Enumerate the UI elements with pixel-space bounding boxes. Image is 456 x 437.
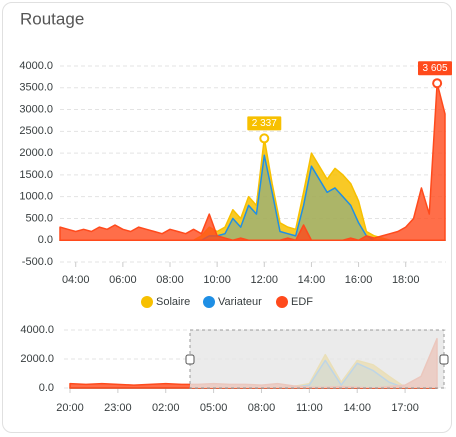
annotation-box xyxy=(247,116,282,131)
brush-handle[interactable] xyxy=(439,354,449,365)
x-tick-label: 14:00 xyxy=(343,402,371,414)
y-tick-label: 1500.0 xyxy=(19,169,53,181)
x-tick-label: 14:00 xyxy=(298,274,326,286)
y-tick-label: 3000.0 xyxy=(19,103,53,115)
y-tick-label: 3500.0 xyxy=(19,82,53,94)
x-tick-label: 08:00 xyxy=(248,402,276,414)
x-tick-label: 20:00 xyxy=(56,402,84,414)
legend-marker[interactable] xyxy=(141,296,153,308)
y-tick-label: 2000.0 xyxy=(20,353,54,365)
x-tick-label: 18:00 xyxy=(392,274,420,286)
annotation-label: 2 337 xyxy=(252,118,277,129)
y-tick-label: 1000.0 xyxy=(19,191,53,203)
annotation-marker xyxy=(259,133,270,144)
annotation-box xyxy=(418,61,452,76)
x-tick-label: 10:00 xyxy=(203,274,231,286)
x-tick-label: 06:00 xyxy=(109,274,137,286)
y-tick-label: 500.0 xyxy=(25,212,53,224)
x-tick-label: 04:00 xyxy=(62,274,90,286)
legend-marker[interactable] xyxy=(203,296,215,308)
x-tick-label: 16:00 xyxy=(345,274,373,286)
y-tick-label: 2000.0 xyxy=(19,147,53,159)
brush-selection[interactable] xyxy=(189,329,445,389)
annotation-marker xyxy=(432,78,443,89)
card-title: Routage xyxy=(20,9,84,28)
legend-label[interactable]: Variateur xyxy=(218,296,262,308)
x-tick-label: 08:00 xyxy=(156,274,184,286)
x-tick-label: 23:00 xyxy=(104,402,132,414)
x-tick-label: 17:00 xyxy=(391,402,419,414)
legend-marker[interactable] xyxy=(276,296,288,308)
x-tick-label: 11:00 xyxy=(296,402,323,414)
x-tick-label: 02:00 xyxy=(152,402,180,414)
y-tick-label: 4000.0 xyxy=(20,324,54,336)
y-tick-label: 2500.0 xyxy=(19,125,53,137)
x-tick-label: 12:00 xyxy=(251,274,279,286)
legend-label[interactable]: Solaire xyxy=(156,296,190,308)
legend-label[interactable]: EDF xyxy=(291,296,313,308)
y-tick-label: -500.0 xyxy=(22,256,53,268)
annotation-label: 3 605 xyxy=(422,63,447,74)
x-tick-label: 05:00 xyxy=(200,402,228,414)
y-tick-label: 4000.0 xyxy=(19,60,53,72)
brush-handle[interactable] xyxy=(185,354,195,365)
series-area xyxy=(59,82,446,241)
y-tick-label: 0.0 xyxy=(39,382,54,394)
y-tick-label: 0.0 xyxy=(38,234,53,246)
